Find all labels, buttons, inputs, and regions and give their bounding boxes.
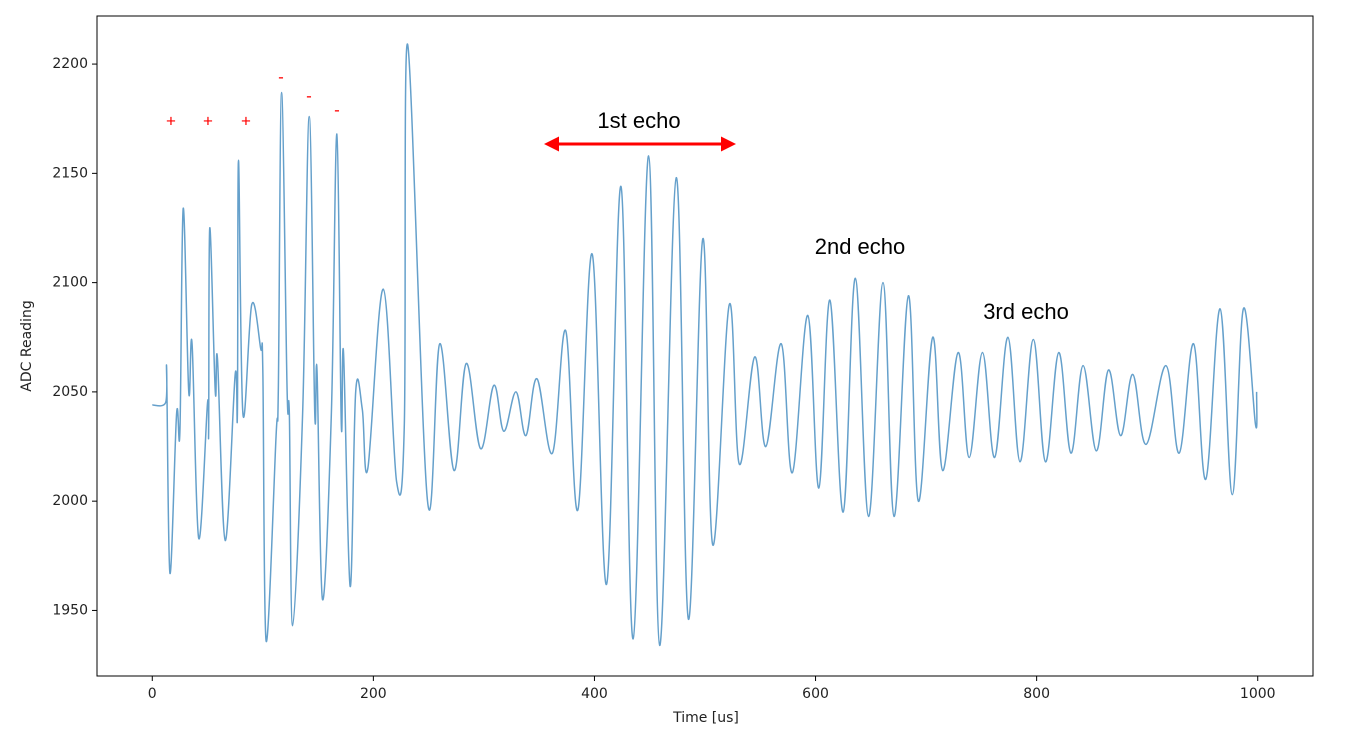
- annotation: 1st echo: [597, 108, 680, 133]
- annotation: +: [241, 111, 251, 130]
- signal-line: [152, 43, 1258, 647]
- y-axis-label: ADC Reading: [19, 300, 35, 391]
- x-tick-label: 0: [148, 686, 157, 702]
- x-tick-label: 1000: [1240, 686, 1276, 702]
- annotation: +: [166, 111, 176, 130]
- annotation: -: [306, 86, 312, 105]
- y-tick-label: 1950: [52, 602, 88, 618]
- annotation: +: [203, 111, 213, 130]
- annotation: -: [334, 100, 340, 119]
- x-tick-label: 200: [360, 686, 387, 702]
- y-tick-label: 2200: [52, 56, 88, 72]
- plot-frame: [96, 15, 1314, 677]
- x-tick-label: 600: [802, 686, 829, 702]
- y-tick-label: 2000: [52, 493, 88, 509]
- y-tick-label: 2150: [52, 165, 88, 181]
- annotation: 2nd echo: [815, 234, 906, 259]
- x-tick-label: 800: [1023, 686, 1050, 702]
- y-tick-label: 2050: [52, 384, 88, 400]
- x-tick-label: 400: [581, 686, 608, 702]
- y-tick-label: 2100: [52, 275, 88, 291]
- x-axis-label: Time [us]: [672, 710, 739, 726]
- annotation: 3rd echo: [983, 299, 1069, 324]
- annotation: -: [278, 67, 284, 86]
